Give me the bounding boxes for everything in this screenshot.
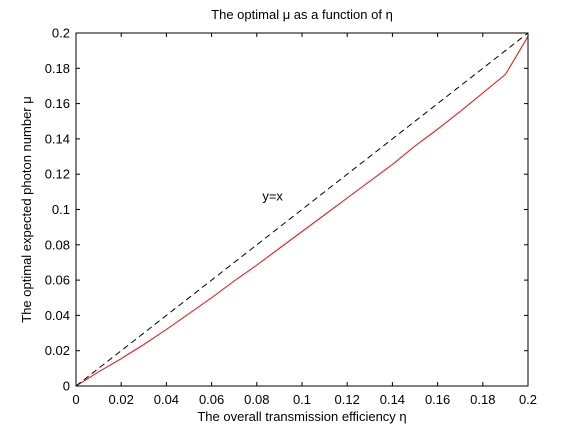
- y-tick-label: 0.2: [52, 26, 70, 41]
- series-layer: [75, 32, 529, 387]
- x-tick-label: 0.14: [380, 392, 405, 407]
- y-tick-label: 0: [63, 379, 70, 394]
- y-tick-label: 0.06: [45, 273, 70, 288]
- y-axis-label: The optimal expected photon number μ: [19, 96, 34, 322]
- y-tick-label: 0.08: [45, 237, 70, 252]
- x-axis-label: The overall transmission efficiency η: [197, 409, 406, 424]
- x-tick-label: 0.1: [293, 392, 311, 407]
- series-line-optimal-mu: [75, 36, 529, 387]
- chart-title: The optimal μ as a function of η: [211, 7, 393, 22]
- x-tick-label: 0.18: [470, 392, 495, 407]
- plot-background: [76, 33, 528, 386]
- y-tick-label: 0.1: [52, 202, 70, 217]
- x-tick-label: 0.12: [335, 392, 360, 407]
- y-tick-label: 0.14: [45, 131, 70, 146]
- reference-line-y-equals-x: [75, 32, 529, 387]
- x-tick-label: 0.04: [154, 392, 179, 407]
- x-tick-label: 0.2: [519, 392, 537, 407]
- y-tick-label: 0.12: [45, 167, 70, 182]
- y-tick-labels: 0 0.02 0.04 0.06 0.08 0.1 0.12 0.14 0.16 0.18 0.2: [45, 26, 70, 394]
- y-tick-label: 0.02: [45, 343, 70, 358]
- y-tick-label: 0.04: [45, 308, 70, 323]
- x-tick-label: 0: [72, 392, 79, 407]
- x-tick-label: 0.08: [244, 392, 269, 407]
- annotation-y-equals-x: y=x: [262, 189, 283, 204]
- y-tick-label: 0.16: [45, 96, 70, 111]
- x-tick-labels: 0 0.02 0.04 0.06 0.08 0.1 0.12 0.14 0.16 0.18 0.2: [72, 392, 537, 407]
- x-tick-label: 0.16: [425, 392, 450, 407]
- x-tick-label: 0.06: [199, 392, 224, 407]
- annotations-layer: y=x: [262, 189, 283, 204]
- y-tick-label: 0.18: [45, 61, 70, 76]
- x-tick-label: 0.02: [109, 392, 134, 407]
- ticks-layer: [75, 32, 529, 387]
